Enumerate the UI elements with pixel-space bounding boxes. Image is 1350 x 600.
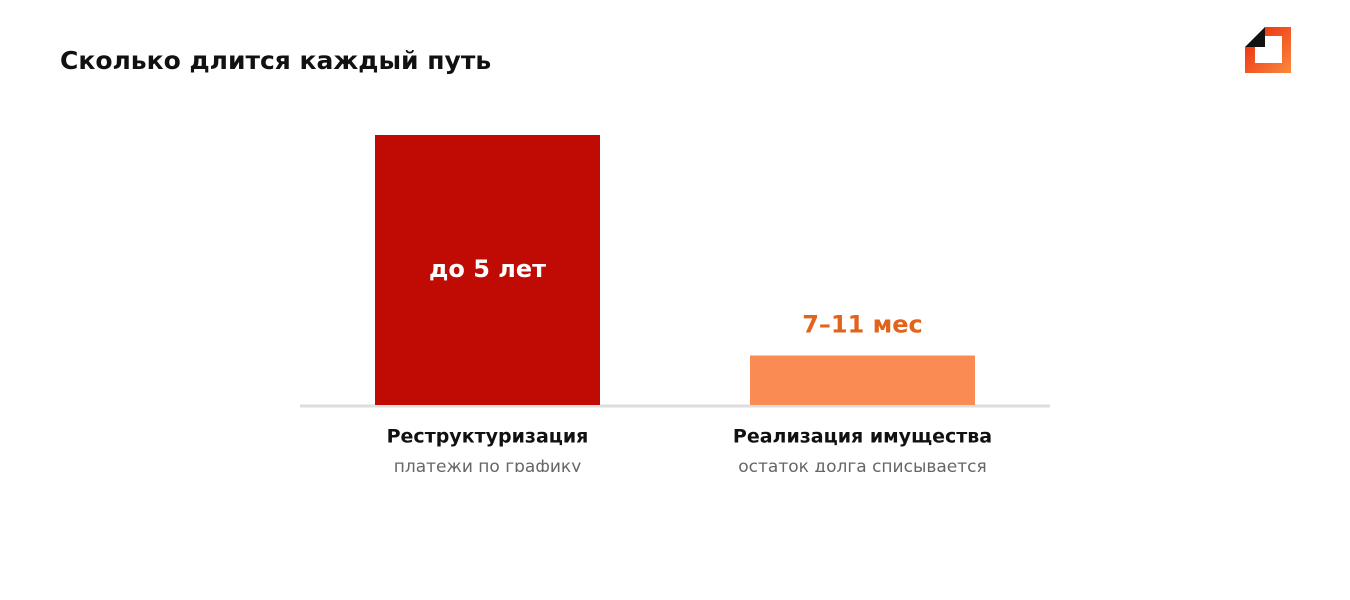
category-label: Реструктуризация: [387, 426, 589, 448]
value-label: до 5 лет: [429, 255, 546, 283]
sublabels: платежи по графику остаток долга списывае…: [394, 457, 987, 477]
value-label: 7–11 мес: [802, 311, 923, 339]
bar: [750, 355, 975, 405]
logo-cut: [1245, 27, 1265, 47]
logo: [1245, 27, 1291, 73]
category-sublabel: остаток долга списывается: [738, 457, 986, 477]
chart-title: Сколько длится каждый путь: [60, 46, 491, 75]
category-sublabel: платежи по графику: [394, 457, 582, 477]
category-label: Реализация имущества: [733, 426, 992, 448]
bar: [375, 135, 600, 405]
